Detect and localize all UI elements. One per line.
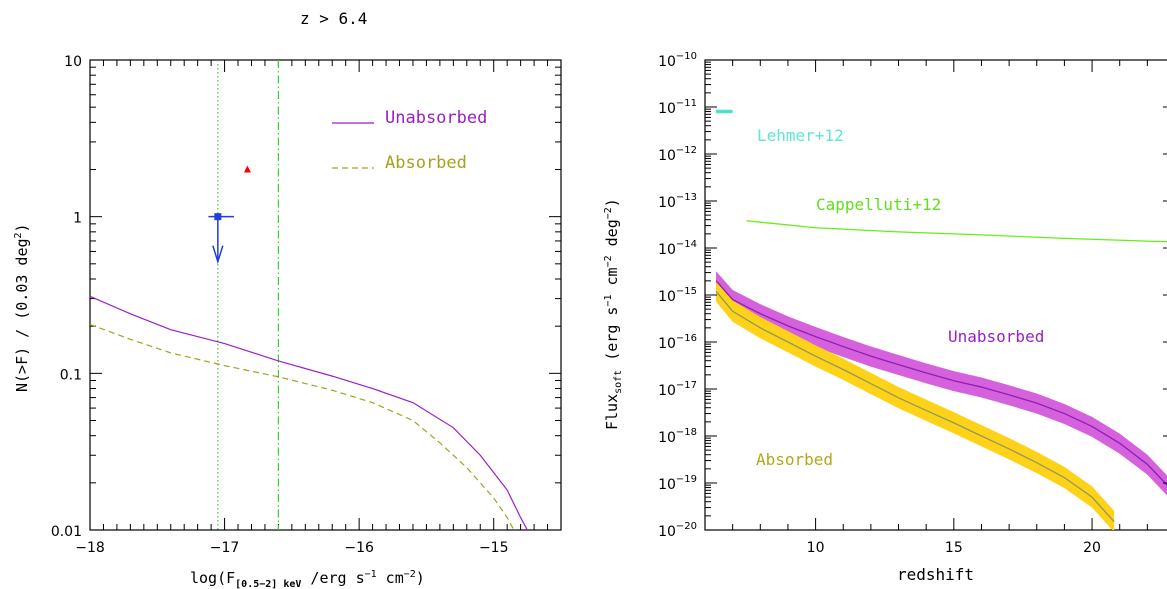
y-tick-label: 10−10 <box>658 51 697 70</box>
y-tick-label: 10 <box>64 54 82 70</box>
series-line-absorbed <box>89 323 515 531</box>
label-cappelluti: Cappelluti+12 <box>816 195 941 214</box>
right-series <box>715 109 1167 523</box>
series-line-cappelluti-12 <box>746 220 1167 243</box>
y-tick-label: 10−19 <box>658 474 697 493</box>
right-chart: 10 15 20 10−20 10−19 10−18 10−17 10−16 10−15 10−1… <box>603 51 1167 584</box>
x-tick-label: 10 <box>807 540 825 556</box>
x-tick-label: −18 <box>75 540 105 556</box>
left-chart: z > 6.4 −18 −17 −16 −15 0.01 0.1 1 10 Unabsorbe… <box>13 9 562 589</box>
series-line-unabsorbed <box>89 295 528 531</box>
band-unabsorbed <box>716 271 1167 496</box>
upper-limit-arrowhead <box>212 245 224 265</box>
legend-unabsorbed-label: Unabsorbed <box>385 108 487 128</box>
x-tick-label: 20 <box>1083 540 1101 556</box>
x-tick-label: −15 <box>479 540 509 556</box>
left-vertical-lines <box>217 60 279 530</box>
y-tick-label: 10−16 <box>658 333 697 352</box>
y-tick-label: 10−12 <box>658 145 697 164</box>
y-tick-label: 0.01 <box>51 524 82 540</box>
y-tick-label: 10−14 <box>658 239 697 258</box>
right-tick-labels: 10 15 20 10−20 10−19 10−18 10−17 10−16 10−15 10−1… <box>658 51 1101 556</box>
triangle-point <box>243 165 251 173</box>
label-absorbed: Absorbed <box>756 450 833 469</box>
y-tick-label: 0.1 <box>60 367 82 383</box>
y-tick-label: 10−20 <box>658 521 697 540</box>
chart-title: z > 6.4 <box>300 9 367 28</box>
legend: Unabsorbed Absorbed <box>332 108 487 173</box>
left-axis-ticks <box>89 60 562 531</box>
x-tick-label: −17 <box>210 540 240 556</box>
left-plot-frame <box>89 59 562 531</box>
y-tick-label: 10−15 <box>658 286 697 305</box>
y-tick-label: 10−11 <box>658 98 697 117</box>
left-points <box>208 165 251 265</box>
series-line-unabsorbed <box>715 280 1167 486</box>
y-tick-label: 10−13 <box>658 192 697 211</box>
label-unabsorbed: Unabsorbed <box>948 327 1044 346</box>
right-axis-ticks <box>704 60 1167 531</box>
series-line-absorbed <box>715 290 1115 523</box>
left-series <box>89 295 528 531</box>
left-x-axis-label: log(F[0.5−2] keV /erg s−1 cm−2) <box>190 569 425 589</box>
right-x-axis-label: redshift <box>897 565 974 584</box>
right-y-axis-label: Fluxsoft (erg s−1 cm−2 deg−2) <box>603 198 624 430</box>
right-bands <box>716 271 1167 530</box>
y-tick-label: 10−18 <box>658 427 697 446</box>
y-tick-label: 10−17 <box>658 380 697 399</box>
y-tick-label: 1 <box>73 211 82 227</box>
label-lehmer: Lehmer+12 <box>757 126 844 145</box>
left-y-axis-label: N(>F) / (0.03 deg2) <box>13 223 31 392</box>
x-tick-label: −16 <box>344 540 374 556</box>
legend-absorbed-label: Absorbed <box>385 153 467 173</box>
x-tick-label: 15 <box>945 540 963 556</box>
left-tick-labels: −18 −17 −16 −15 0.01 0.1 1 10 <box>51 54 509 556</box>
